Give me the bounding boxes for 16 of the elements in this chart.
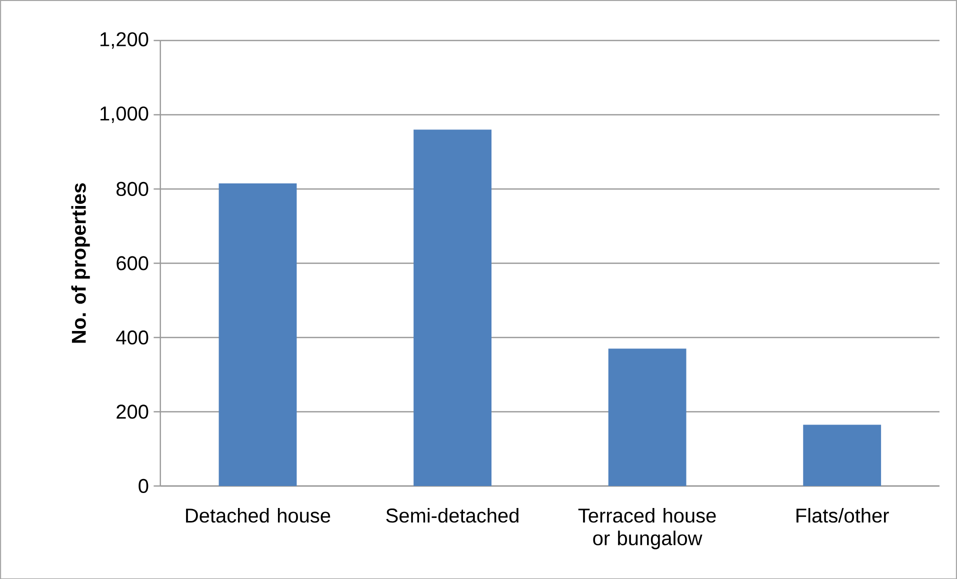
bar (608, 348, 686, 486)
y-tick-label: 800 (116, 182, 148, 196)
y-axis-title: No. of properties (71, 183, 90, 343)
x-tick-label: Semi-detached (386, 508, 518, 522)
bar (218, 183, 297, 486)
y-tick-label: 0 (138, 478, 148, 493)
x-tick-label: Detached house (186, 508, 330, 522)
y-tick-label: 400 (116, 330, 148, 344)
y-tick-label: 200 (116, 404, 148, 419)
x-tick-label: Terraced house or bungalow (578, 508, 716, 550)
x-tick-label: Flats/other (796, 508, 889, 522)
y-tick-label: 1,000 (100, 106, 148, 123)
y-tick-label: 600 (116, 256, 148, 270)
y-tick-label: 1,200 (100, 32, 148, 49)
bar (414, 129, 492, 486)
bar (803, 424, 882, 486)
